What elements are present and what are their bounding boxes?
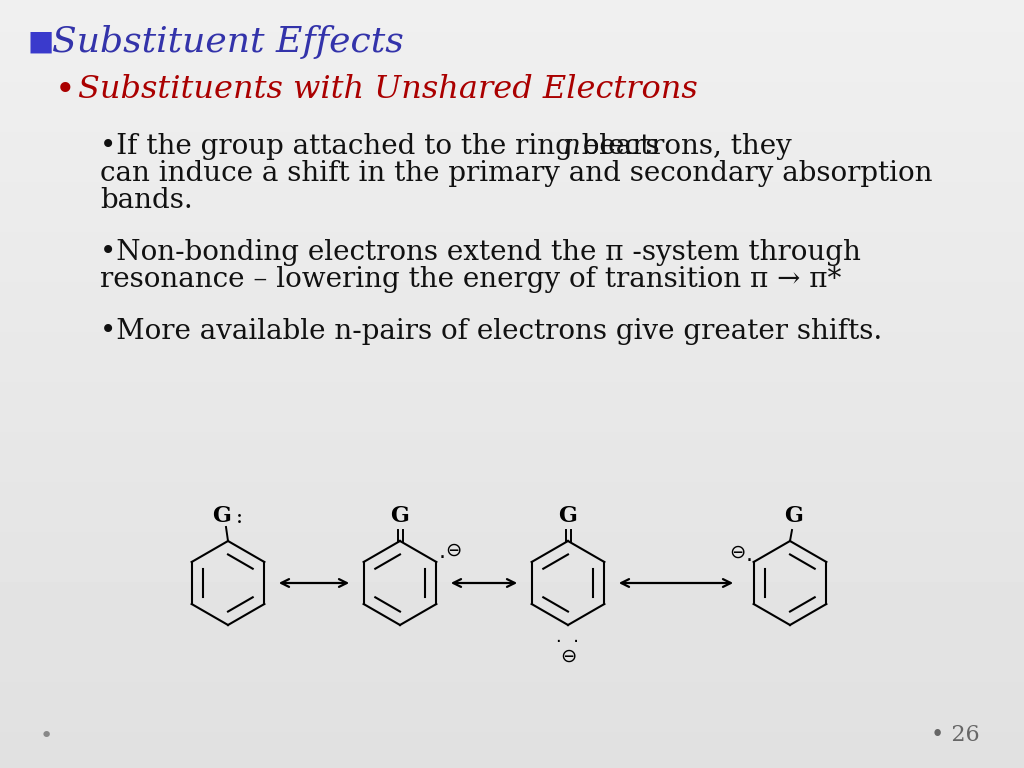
Text: ⊖: ⊖ (560, 647, 577, 666)
Text: •: • (40, 726, 53, 746)
Text: ·: · (745, 551, 752, 571)
Text: ■: ■ (28, 28, 54, 56)
Text: can induce a shift in the primary and secondary absorption: can induce a shift in the primary and se… (100, 160, 933, 187)
Text: bands.: bands. (100, 187, 193, 214)
Text: G: G (213, 505, 231, 527)
Text: :: : (236, 508, 243, 527)
Text: Substituents with Unshared Electrons: Substituents with Unshared Electrons (78, 74, 697, 105)
Text: G: G (390, 505, 410, 527)
Text: G: G (558, 505, 578, 527)
Text: ·  ·: · · (556, 633, 580, 651)
Text: electrons, they: electrons, they (574, 133, 792, 160)
Text: Substituent Effects: Substituent Effects (52, 25, 403, 59)
Text: G: G (784, 505, 804, 527)
Text: •Non-bonding electrons extend the π -system through: •Non-bonding electrons extend the π -sys… (100, 239, 861, 266)
Text: •More available n-pairs of electrons give greater shifts.: •More available n-pairs of electrons giv… (100, 318, 883, 345)
Text: resonance – lowering the energy of transition π → π*: resonance – lowering the energy of trans… (100, 266, 842, 293)
Text: ·: · (439, 548, 445, 568)
Text: •If the group attached to the ring bears: •If the group attached to the ring bears (100, 133, 669, 160)
Text: ⊖: ⊖ (729, 542, 745, 561)
Text: •: • (55, 73, 76, 107)
Text: • 26: • 26 (932, 724, 980, 746)
Text: n: n (562, 133, 580, 160)
Text: ⊖: ⊖ (445, 541, 462, 560)
